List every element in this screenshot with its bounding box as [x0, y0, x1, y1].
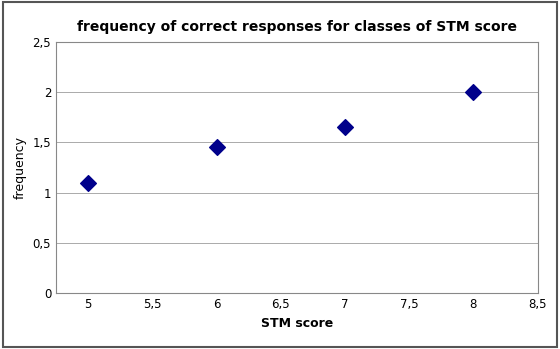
Point: [212, 144, 221, 150]
Point: [340, 125, 349, 130]
Point: [469, 89, 478, 95]
Point: [83, 180, 92, 185]
Y-axis label: frequency: frequency: [14, 136, 27, 199]
Title: frequency of correct responses for classes of STM score: frequency of correct responses for class…: [77, 20, 517, 34]
X-axis label: STM score: STM score: [260, 317, 333, 329]
